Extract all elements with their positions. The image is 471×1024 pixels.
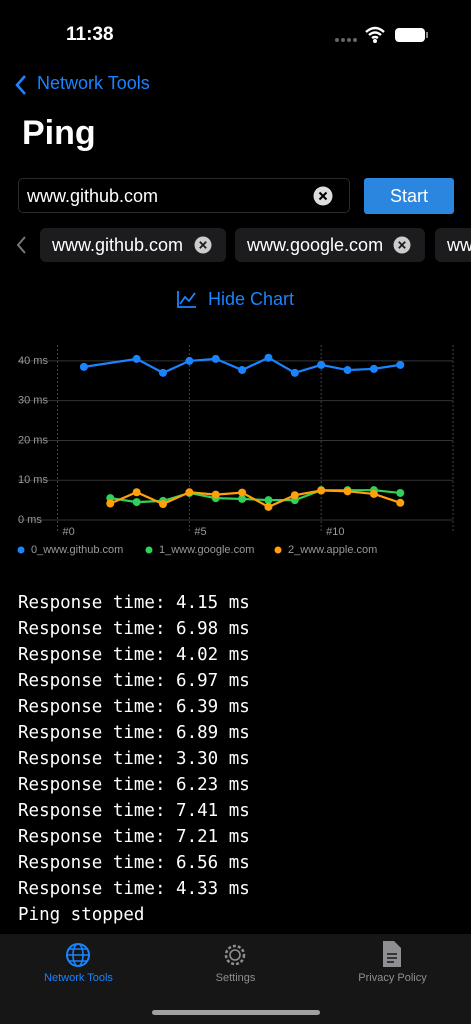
hide-chart-button[interactable]: Hide Chart	[208, 289, 295, 309]
chart-icon[interactable]	[176, 289, 198, 309]
data-point	[159, 368, 167, 377]
data-point	[396, 488, 405, 497]
data-point	[343, 487, 352, 496]
data-point	[317, 360, 326, 369]
tab-label[interactable]: Settings	[215, 972, 256, 984]
data-point	[159, 500, 167, 509]
data-point	[132, 488, 141, 497]
data-point	[238, 488, 247, 497]
data-point	[264, 353, 273, 362]
y-tick-label: 40 ms	[18, 355, 48, 367]
legend-label: 1_www.google.com	[159, 544, 254, 556]
chip-text: www.github.com	[52, 235, 184, 255]
home-indicator	[152, 1010, 320, 1015]
data-point	[79, 362, 88, 371]
data-point	[185, 488, 194, 497]
globe-icon[interactable]	[64, 941, 92, 969]
status-icons	[335, 26, 428, 43]
log-line: Response time: 6.98 ms	[18, 619, 250, 639]
legend-swatch	[145, 546, 153, 554]
data-point	[238, 366, 247, 375]
clear-icon[interactable]	[313, 186, 333, 206]
data-point	[396, 498, 405, 507]
log-line: Ping stopped	[18, 905, 145, 925]
document-icon[interactable]	[380, 940, 404, 968]
log-line: Response time: 3.30 ms	[18, 749, 250, 769]
log-line: Response time: 6.39 ms	[18, 697, 250, 717]
chips-left[interactable]	[14, 234, 30, 256]
legend-swatch	[17, 546, 25, 554]
legend-label: 2_www.apple.com	[288, 544, 377, 556]
chip-remove[interactable]	[194, 236, 212, 254]
y-tick-label: 0 ms	[18, 514, 42, 526]
data-point	[211, 490, 220, 499]
log-line: Response time: 7.21 ms	[18, 827, 250, 847]
host-chip[interactable]: www.github.com	[40, 228, 226, 262]
back-chevron[interactable]	[12, 73, 32, 97]
data-point	[264, 496, 273, 505]
data-point	[290, 491, 299, 500]
y-tick-label: 30 ms	[18, 395, 48, 407]
data-point	[211, 354, 220, 363]
start-button[interactable]: Start	[364, 178, 454, 214]
data-point	[238, 494, 247, 503]
data-point	[106, 499, 115, 508]
data-point	[132, 354, 141, 363]
log-line: Response time: 4.33 ms	[18, 879, 250, 899]
host-chip[interactable]: www.google.com	[235, 228, 425, 262]
data-point	[132, 498, 141, 507]
log-line: Response time: 6.89 ms	[18, 723, 250, 743]
data-point	[185, 356, 194, 365]
series-line	[109, 489, 401, 509]
host-input[interactable]: www.github.com	[18, 178, 350, 213]
legend-label: 0_www.github.com	[31, 544, 123, 556]
legend-swatch	[274, 546, 282, 554]
host-chip[interactable]: ww	[435, 228, 471, 262]
tab-label[interactable]: Privacy Policy	[358, 972, 427, 984]
data-point	[317, 486, 326, 495]
data-point	[396, 360, 405, 369]
settings-icon[interactable]	[221, 941, 249, 969]
data-point	[290, 368, 299, 377]
x-tick-label: #5	[194, 526, 206, 538]
log-line: Response time: 7.41 ms	[18, 801, 250, 821]
data-point	[343, 366, 352, 375]
page-title: Ping	[22, 114, 96, 152]
log-line: Response time: 6.56 ms	[18, 853, 250, 873]
series-line	[83, 356, 401, 375]
chip-text: ww	[447, 235, 471, 255]
chart: 0 ms 10 ms 20 ms 30 ms 40 ms #0 #5 #10 0_www.git…	[17, 345, 454, 556]
host-text: www.github.com	[27, 186, 159, 206]
log-line: Response time: 6.97 ms	[18, 671, 250, 691]
log-line: Response time: 6.23 ms	[18, 775, 250, 795]
back-button[interactable]: Network Tools	[37, 73, 150, 93]
chip-remove[interactable]	[393, 236, 411, 254]
y-tick-label: 20 ms	[18, 434, 48, 446]
log: Response time: 4.15 ms Response time: 6.9…	[18, 590, 250, 928]
status-time: 11:38	[66, 24, 114, 45]
data-point	[264, 502, 273, 511]
chip-text: www.google.com	[247, 235, 384, 255]
tab-label[interactable]: Network Tools	[44, 972, 113, 984]
data-point	[369, 364, 378, 373]
data-point	[369, 489, 378, 498]
log-line: Response time: 4.15 ms	[18, 593, 250, 613]
x-tick-label: #0	[63, 526, 75, 538]
x-tick-label: #10	[326, 526, 344, 538]
y-tick-label: 10 ms	[18, 474, 48, 486]
log-line: Response time: 4.02 ms	[18, 645, 250, 665]
